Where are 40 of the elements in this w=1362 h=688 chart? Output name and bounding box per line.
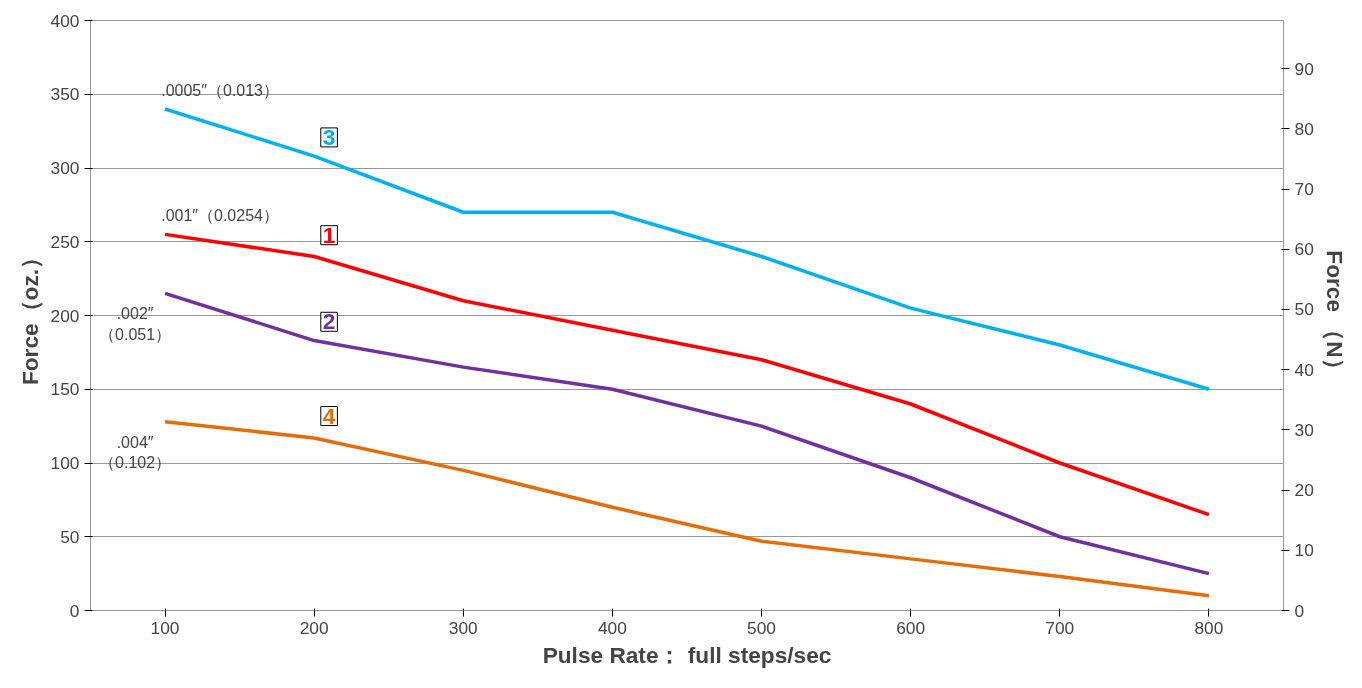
y-tick-label: 400 <box>50 10 80 31</box>
y2-tick-label: 70 <box>1294 179 1314 200</box>
x-tick-label: 200 <box>299 617 329 638</box>
series-label: 2 <box>322 308 336 335</box>
y-tick-label: 250 <box>50 231 80 252</box>
annotation: .002″ （0.051） <box>99 305 172 343</box>
y2-tick-label: 40 <box>1294 359 1314 380</box>
annotation: .0005″（0.013） <box>161 82 279 99</box>
x-tick-label: 100 <box>150 617 180 638</box>
annotation: .004″ （0.102） <box>99 433 172 472</box>
y-axis-title: Force（oz.） <box>16 245 43 386</box>
y-tick-label: 0 <box>69 600 80 621</box>
x-tick-label: 600 <box>896 617 926 638</box>
x-tick-label: 300 <box>448 617 478 638</box>
y2-tick-label: 80 <box>1294 118 1314 139</box>
y2-tick-label: 90 <box>1294 58 1314 79</box>
y-tick-label: 350 <box>50 84 80 105</box>
y2-tick-label: 10 <box>1294 540 1314 561</box>
y2-axis-title: Force （N） <box>1321 250 1348 381</box>
y-tick-label: 200 <box>50 305 80 326</box>
x-axis-title: Pulse Rate： full steps/sec <box>542 641 832 668</box>
x-tick-label: 800 <box>1194 617 1224 638</box>
y2-tick-label: 50 <box>1294 299 1314 320</box>
y2-tick-label: 20 <box>1294 480 1314 501</box>
x-tick-label: 500 <box>747 617 777 638</box>
x-tick-label: 400 <box>597 617 627 638</box>
series-label: 3 <box>322 123 336 150</box>
x-tick-label: 700 <box>1045 617 1075 638</box>
y2-tick-label: 0 <box>1294 600 1305 621</box>
series-label: 1 <box>322 221 336 248</box>
y-tick-label: 300 <box>50 158 80 178</box>
y-tick-label: 100 <box>50 453 80 473</box>
annotation: .001″（0.0254） <box>161 207 279 225</box>
line-series <box>163 291 1211 576</box>
y-tick-label: 50 <box>60 526 80 547</box>
line-series <box>163 107 1211 391</box>
series-label: 4 <box>322 402 336 429</box>
y2-tick-label: 60 <box>1294 239 1314 260</box>
y2-tick-label: 30 <box>1294 419 1314 440</box>
y-tick-label: 150 <box>50 379 80 400</box>
